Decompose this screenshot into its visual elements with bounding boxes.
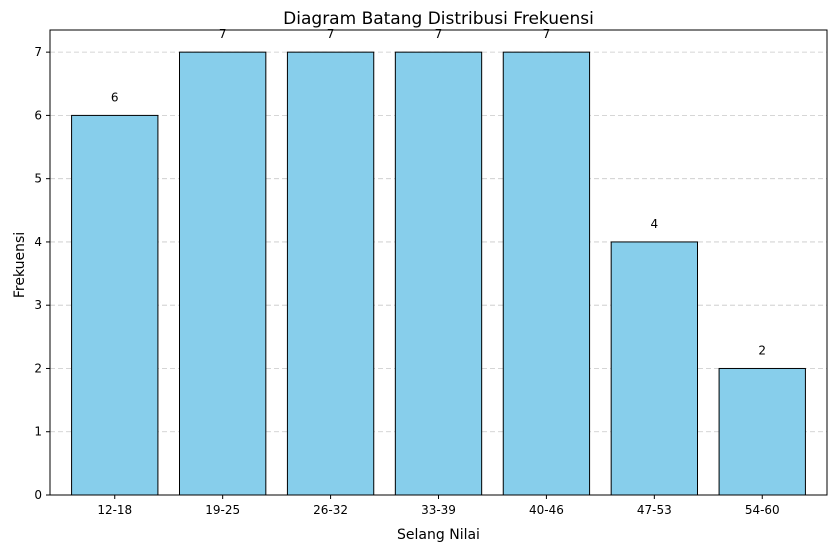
y-tick-label: 4	[34, 235, 42, 249]
data-labels: 6 7 7 7 7 4 2	[111, 27, 766, 357]
bar-19-25	[179, 51, 267, 496]
x-tick-label: 33-39	[421, 503, 456, 517]
bar-26-32	[286, 51, 375, 496]
data-label: 6	[111, 90, 119, 104]
x-tick-label: 54-60	[745, 503, 780, 517]
data-label: 7	[435, 27, 443, 41]
x-tick-label: 26-32	[313, 503, 348, 517]
x-axis-label: Selang Nilai	[397, 527, 480, 543]
x-tick-label: 12-18	[97, 503, 132, 517]
y-axis-ticks: 0 1 2 3 4 5 6 7	[34, 45, 50, 502]
x-tick-label: 19-25	[205, 503, 240, 517]
x-tick-label: 40-46	[529, 503, 564, 517]
data-label: 4	[651, 217, 659, 231]
y-tick-label: 2	[34, 361, 42, 375]
bar-54-60	[718, 367, 806, 496]
y-axis-label: Frekuensi	[12, 232, 28, 298]
y-tick-label: 0	[34, 488, 42, 502]
x-tick-label: 47-53	[637, 503, 672, 517]
data-label: 2	[758, 343, 766, 357]
y-tick-label: 1	[34, 425, 42, 439]
bars	[71, 51, 806, 496]
chart-title: Diagram Batang Distribusi Frekuensi	[283, 9, 594, 29]
bar-47-53	[610, 241, 699, 496]
y-tick-label: 7	[34, 45, 42, 59]
y-tick-label: 6	[34, 108, 42, 122]
bar-33-39	[394, 51, 483, 496]
data-label: 7	[327, 27, 335, 41]
data-label: 7	[219, 27, 227, 41]
y-tick-label: 3	[34, 298, 42, 312]
y-tick-label: 5	[34, 172, 42, 186]
bar-12-18	[71, 114, 159, 496]
data-label: 7	[543, 27, 551, 41]
bar-40-46	[502, 51, 591, 496]
x-axis-ticks: 12-18 19-25 26-32 33-39 40-46 47-53 54-60	[97, 495, 780, 517]
